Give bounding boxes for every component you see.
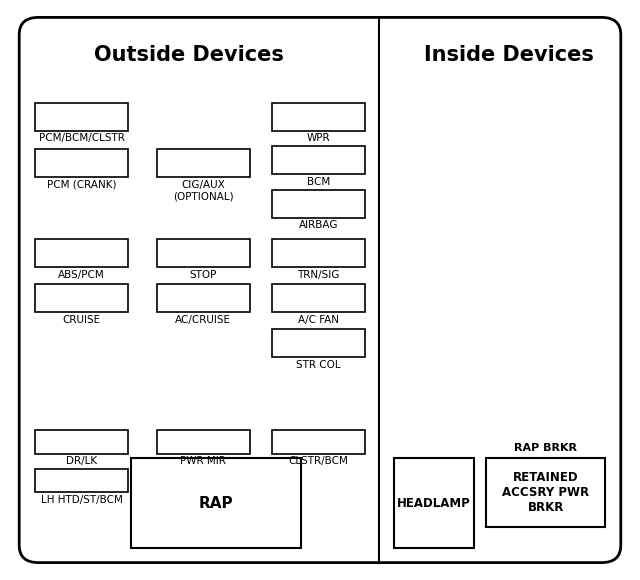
Bar xyxy=(272,146,365,174)
Text: Inside Devices: Inside Devices xyxy=(424,45,594,65)
Bar xyxy=(394,458,474,548)
Bar xyxy=(157,430,250,454)
Bar xyxy=(35,103,128,130)
Text: WPR: WPR xyxy=(307,133,330,143)
Text: RAP BRKR: RAP BRKR xyxy=(514,443,577,453)
Bar xyxy=(35,239,128,267)
Text: CLSTR/BCM: CLSTR/BCM xyxy=(289,456,348,466)
FancyBboxPatch shape xyxy=(19,17,621,563)
Bar xyxy=(35,284,128,312)
Text: Outside Devices: Outside Devices xyxy=(94,45,284,65)
Text: CRUISE: CRUISE xyxy=(63,315,100,325)
Text: PCM/BCM/CLSTR: PCM/BCM/CLSTR xyxy=(38,133,125,143)
Bar xyxy=(486,458,605,527)
Bar xyxy=(272,239,365,267)
Text: RAP: RAP xyxy=(198,496,234,510)
Text: A/C FAN: A/C FAN xyxy=(298,315,339,325)
Text: BCM: BCM xyxy=(307,177,330,187)
Text: HEADLAMP: HEADLAMP xyxy=(397,496,470,510)
Bar xyxy=(157,284,250,312)
Text: CIG/AUX
(OPTIONAL): CIG/AUX (OPTIONAL) xyxy=(173,180,234,201)
Bar xyxy=(157,149,250,177)
Bar xyxy=(272,190,365,218)
Bar xyxy=(131,458,301,548)
Text: STR COL: STR COL xyxy=(296,360,340,370)
Text: ABS/PCM: ABS/PCM xyxy=(58,270,105,280)
Bar xyxy=(35,430,128,454)
Bar xyxy=(272,103,365,130)
Bar xyxy=(272,329,365,357)
Bar xyxy=(35,469,128,492)
Bar xyxy=(272,430,365,454)
Text: PWR MIR: PWR MIR xyxy=(180,456,226,466)
Text: AIRBAG: AIRBAG xyxy=(299,220,338,230)
Text: PCM (CRANK): PCM (CRANK) xyxy=(47,180,116,190)
Bar xyxy=(272,284,365,312)
Text: RETAINED
ACCSRY PWR
BRKR: RETAINED ACCSRY PWR BRKR xyxy=(502,471,589,514)
Text: TRN/SIG: TRN/SIG xyxy=(297,270,340,280)
Text: DR/LK: DR/LK xyxy=(66,456,97,466)
Text: LH HTD/ST/BCM: LH HTD/ST/BCM xyxy=(41,495,122,505)
Text: STOP: STOP xyxy=(189,270,217,280)
Bar xyxy=(157,239,250,267)
Bar xyxy=(35,149,128,177)
Text: AC/CRUISE: AC/CRUISE xyxy=(175,315,231,325)
